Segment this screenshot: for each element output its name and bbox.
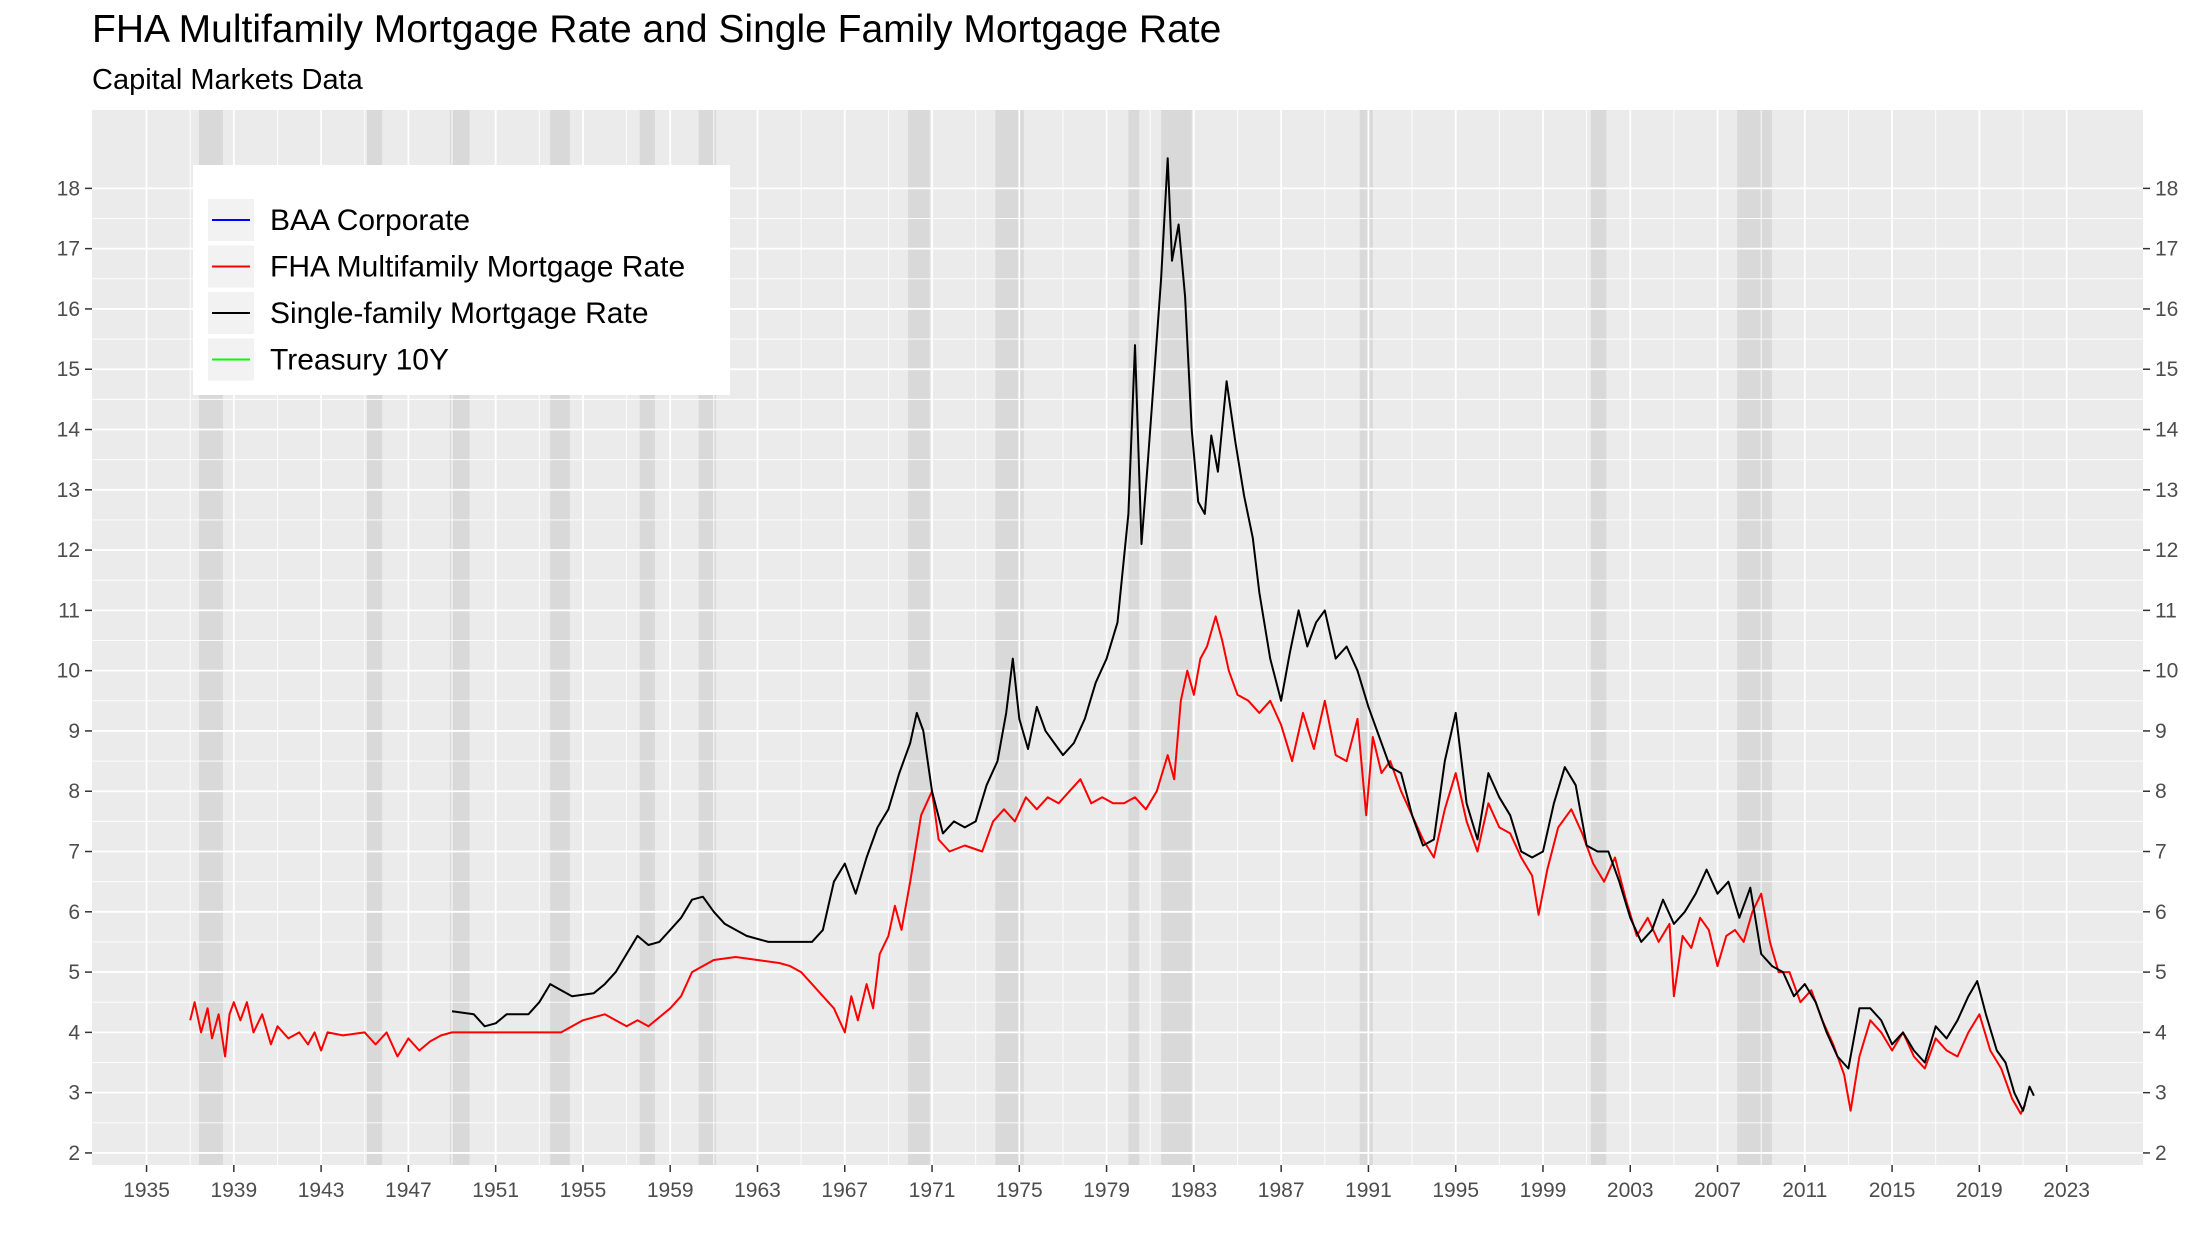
- y-tick-label: 8: [2155, 780, 2167, 803]
- y-tick-label: 15: [57, 358, 80, 381]
- y-tick-label: 12: [2155, 539, 2178, 562]
- x-tick-label: 2011: [1782, 1179, 1827, 1202]
- x-tick-label: 1979: [1083, 1179, 1130, 1202]
- x-tick-label: 1963: [734, 1179, 781, 1202]
- y-tick-label: 6: [68, 901, 80, 924]
- y-tick-label: 18: [57, 177, 80, 200]
- y-tick-label: 17: [2155, 238, 2178, 261]
- x-axis: 1935 1939 1943 1947 1951 1955 1959 1963 1967 1971…: [123, 1165, 2090, 1202]
- y-tick-label: 7: [2155, 841, 2167, 864]
- x-tick-label: 2023: [2043, 1179, 2090, 1202]
- x-tick-label: 2007: [1694, 1179, 1741, 1202]
- series-line-2: [451, 157, 2035, 1112]
- y-tick-label: 3: [2155, 1082, 2167, 1105]
- y-tick-label: 13: [2155, 479, 2178, 502]
- recession-band: [1359, 110, 1373, 1165]
- y-tick-label: 3: [68, 1082, 80, 1105]
- legend-label: FHA Multifamily Mortgage Rate: [270, 251, 685, 284]
- y-tick-label: 18: [2155, 177, 2178, 200]
- x-tick-label: 1967: [821, 1179, 868, 1202]
- x-tick-label: 1943: [298, 1179, 345, 1202]
- x-tick-label: 1951: [472, 1179, 519, 1202]
- y-tick-label: 2: [2155, 1142, 2167, 1165]
- y-tick-label: 5: [68, 961, 80, 984]
- y-tick-label: 6: [2155, 901, 2167, 924]
- y-tick-label: 4: [68, 1021, 80, 1044]
- x-tick-label: 1935: [123, 1179, 170, 1202]
- y-tick-label: 10: [57, 660, 80, 683]
- y-tick-label: 11: [58, 599, 80, 622]
- y-tick-label: 9: [68, 720, 80, 743]
- x-tick-label: 1975: [996, 1179, 1043, 1202]
- x-tick-label: 2003: [1607, 1179, 1654, 1202]
- y-tick-label: 13: [57, 479, 80, 502]
- legend: BAA Corporate FHA Multifamily Mortgage Ra…: [193, 165, 730, 395]
- y-tick-label: 17: [57, 238, 80, 261]
- y-tick-label: 5: [2155, 961, 2167, 984]
- x-tick-label: 1955: [560, 1179, 607, 1202]
- y-tick-label: 14: [2155, 419, 2179, 442]
- y-tick-label: 15: [2155, 358, 2178, 381]
- y-tick-label: 4: [2155, 1021, 2167, 1044]
- x-tick-label: 1995: [1432, 1179, 1479, 1202]
- y-tick-label: 16: [57, 298, 80, 321]
- y-tick-label: 8: [68, 780, 80, 803]
- legend-label: BAA Corporate: [270, 204, 470, 237]
- x-tick-label: 1991: [1345, 1179, 1392, 1202]
- x-tick-label: 1959: [647, 1179, 694, 1202]
- y-tick-label: 12: [57, 539, 80, 562]
- y-tick-label: 10: [2155, 660, 2178, 683]
- y-tick-label: 16: [2155, 298, 2178, 321]
- x-tick-label: 1971: [909, 1179, 956, 1202]
- legend-label: Treasury 10Y: [270, 344, 449, 377]
- x-tick-label: 1999: [1520, 1179, 1567, 1202]
- legend-box: [193, 165, 730, 395]
- chart-title: FHA Multifamily Mortgage Rate and Single…: [92, 8, 1222, 51]
- y-tick-label: 11: [2155, 599, 2177, 622]
- y-axis-right: 2 3 4 5 6 7 8 9 10 11 12 13 14 15 16 17 18: [2143, 177, 2179, 1165]
- x-tick-label: 2015: [1869, 1179, 1916, 1202]
- recession-band: [908, 110, 930, 1165]
- series-lines: [189, 157, 2035, 1115]
- y-tick-label: 2: [68, 1142, 80, 1165]
- x-tick-label: 1939: [210, 1179, 257, 1202]
- recession-band: [1128, 110, 1140, 1165]
- recession-band: [1590, 110, 1607, 1165]
- y-tick-label: 7: [68, 841, 80, 864]
- y-tick-label: 14: [57, 419, 81, 442]
- y-tick-label: 9: [2155, 720, 2167, 743]
- x-tick-label: 1987: [1258, 1179, 1305, 1202]
- legend-label: Single-family Mortgage Rate: [270, 297, 649, 330]
- recession-band: [1737, 110, 1773, 1165]
- x-tick-label: 1983: [1171, 1179, 1218, 1202]
- chart-subtitle: Capital Markets Data: [92, 64, 363, 96]
- series-line-1: [189, 615, 2027, 1115]
- y-axis-left: 2 3 4 5 6 7 8 9 10 11 12 13 14 15 16 17 18: [57, 177, 92, 1165]
- x-tick-label: 2019: [1956, 1179, 2003, 1202]
- x-tick-label: 1947: [385, 1179, 432, 1202]
- recession-band: [1161, 110, 1192, 1165]
